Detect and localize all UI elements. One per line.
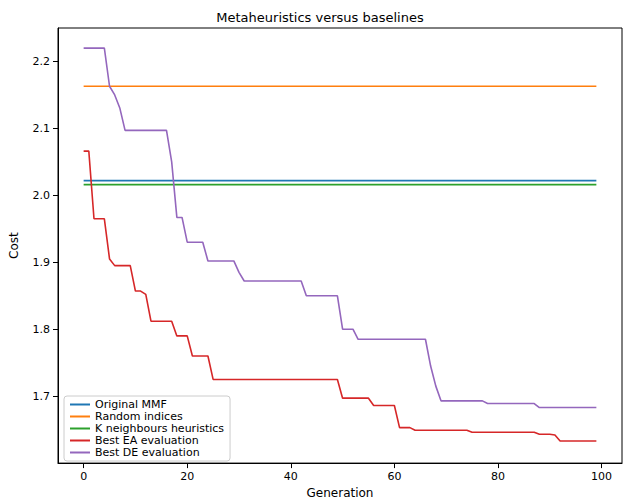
svg-text:2.0: 2.0 bbox=[33, 189, 51, 202]
svg-text:1.8: 1.8 bbox=[33, 323, 51, 336]
svg-text:1.9: 1.9 bbox=[33, 256, 51, 269]
svg-text:20: 20 bbox=[180, 470, 194, 483]
svg-text:Generation: Generation bbox=[307, 486, 374, 500]
svg-text:Original MMF: Original MMF bbox=[95, 398, 167, 411]
svg-text:Cost: Cost bbox=[7, 232, 21, 259]
svg-text:Best DE evaluation: Best DE evaluation bbox=[95, 446, 200, 459]
svg-text:60: 60 bbox=[387, 470, 401, 483]
svg-text:Best EA evaluation: Best EA evaluation bbox=[95, 434, 199, 447]
svg-text:K neighbours heuristics: K neighbours heuristics bbox=[95, 422, 225, 435]
svg-text:100: 100 bbox=[591, 470, 612, 483]
svg-text:0: 0 bbox=[80, 470, 87, 483]
svg-text:Metaheuristics versus baseline: Metaheuristics versus baselines bbox=[216, 10, 424, 25]
svg-text:Random indices: Random indices bbox=[95, 410, 183, 423]
svg-text:80: 80 bbox=[491, 470, 505, 483]
svg-text:1.7: 1.7 bbox=[33, 390, 51, 403]
svg-text:2.2: 2.2 bbox=[33, 55, 51, 68]
svg-text:40: 40 bbox=[284, 470, 298, 483]
svg-text:2.1: 2.1 bbox=[33, 122, 51, 135]
